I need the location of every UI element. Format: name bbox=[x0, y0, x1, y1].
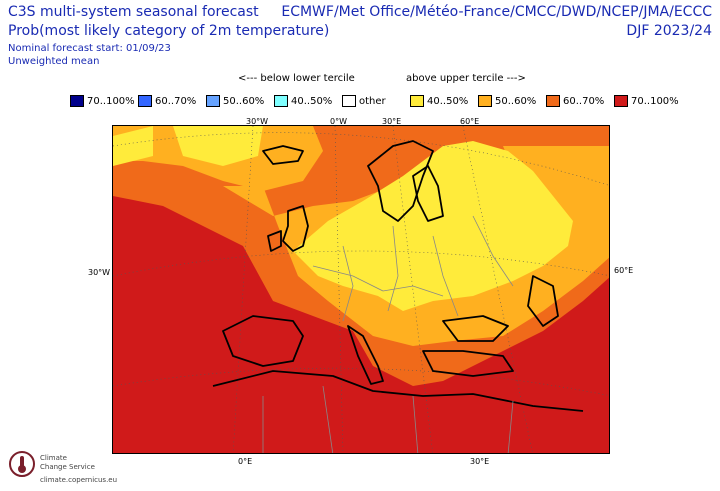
legend-label: other bbox=[359, 95, 386, 107]
forecast-start: Nominal forecast start: 01/09/23 bbox=[8, 43, 171, 54]
below-tercile-label: <--- below lower tercile bbox=[238, 73, 355, 84]
grid-label-top-60e: 60°E bbox=[460, 117, 480, 126]
legend-label: 50..60% bbox=[223, 95, 265, 107]
grid-label-top-30w: 30°W bbox=[246, 117, 269, 126]
legend-swatch bbox=[70, 95, 84, 107]
graticule bbox=[113, 126, 609, 453]
country-borders bbox=[262, 215, 514, 453]
legend-swatch bbox=[614, 95, 628, 107]
legend-label: 40..50% bbox=[291, 95, 333, 107]
above-tercile-label: above upper tercile ---> bbox=[406, 73, 526, 84]
legend-swatch bbox=[274, 95, 288, 107]
mean-type: Unweighted mean bbox=[8, 56, 100, 67]
legend-item: 50..60% bbox=[206, 93, 264, 109]
logo-line-2: Change Service bbox=[40, 463, 95, 471]
legend-swatch bbox=[478, 95, 492, 107]
season-label: DJF 2023/24 bbox=[626, 23, 712, 39]
logo-line-1: Climate bbox=[40, 454, 67, 462]
legend-item: 70..100% bbox=[70, 93, 135, 109]
prob-40-50-region bbox=[293, 141, 573, 311]
prob-40-50-region-nw bbox=[113, 126, 153, 166]
grid-label-right-60e: 60°E bbox=[614, 266, 634, 275]
map-svg bbox=[113, 126, 609, 453]
legend-label: 70..100% bbox=[631, 95, 679, 107]
logo-url: climate.copernicus.eu bbox=[40, 476, 118, 484]
grid-label-top-0w: 0°W bbox=[330, 117, 347, 126]
grid-label-bottom-30e: 30°E bbox=[470, 457, 490, 466]
coastlines bbox=[212, 140, 584, 412]
legend-label: 60..70% bbox=[563, 95, 605, 107]
legend-item: 60..70% bbox=[546, 93, 604, 109]
chart-title: C3S multi-system seasonal forecast bbox=[8, 4, 259, 20]
grid-label-top-30e: 30°E bbox=[382, 117, 402, 126]
legend-swatch bbox=[138, 95, 152, 107]
centres-list: ECMWF/Met Office/Météo-France/CMCC/DWD/N… bbox=[281, 4, 712, 20]
legend-swatch bbox=[206, 95, 220, 107]
legend-swatch bbox=[410, 95, 424, 107]
legend: 70..100% 60..70% 50..60% 40..50% other 4… bbox=[70, 93, 690, 109]
legend-item: 70..100% bbox=[614, 93, 679, 109]
legend-swatch bbox=[546, 95, 560, 107]
thermometer-logo-icon bbox=[9, 451, 35, 477]
chart-subtitle: Prob(most likely category of 2m temperat… bbox=[8, 23, 330, 39]
legend-item: 40..50% bbox=[274, 93, 332, 109]
c3s-logo: Climate Change Service climate.copernicu… bbox=[6, 448, 126, 488]
legend-label: 70..100% bbox=[87, 95, 135, 107]
legend-label: 60..70% bbox=[155, 95, 197, 107]
legend-item: 60..70% bbox=[138, 93, 196, 109]
grid-label-bottom-0e: 0°E bbox=[238, 457, 253, 466]
legend-item: 50..60% bbox=[478, 93, 536, 109]
grid-label-left-30w: 30°W bbox=[88, 268, 111, 277]
prob-40-50-region-north bbox=[173, 126, 263, 166]
legend-item: other bbox=[342, 93, 386, 109]
legend-label: 50..60% bbox=[495, 95, 537, 107]
legend-item: 40..50% bbox=[410, 93, 468, 109]
probability-map bbox=[112, 125, 610, 454]
legend-label: 40..50% bbox=[427, 95, 469, 107]
legend-swatch bbox=[342, 95, 356, 107]
